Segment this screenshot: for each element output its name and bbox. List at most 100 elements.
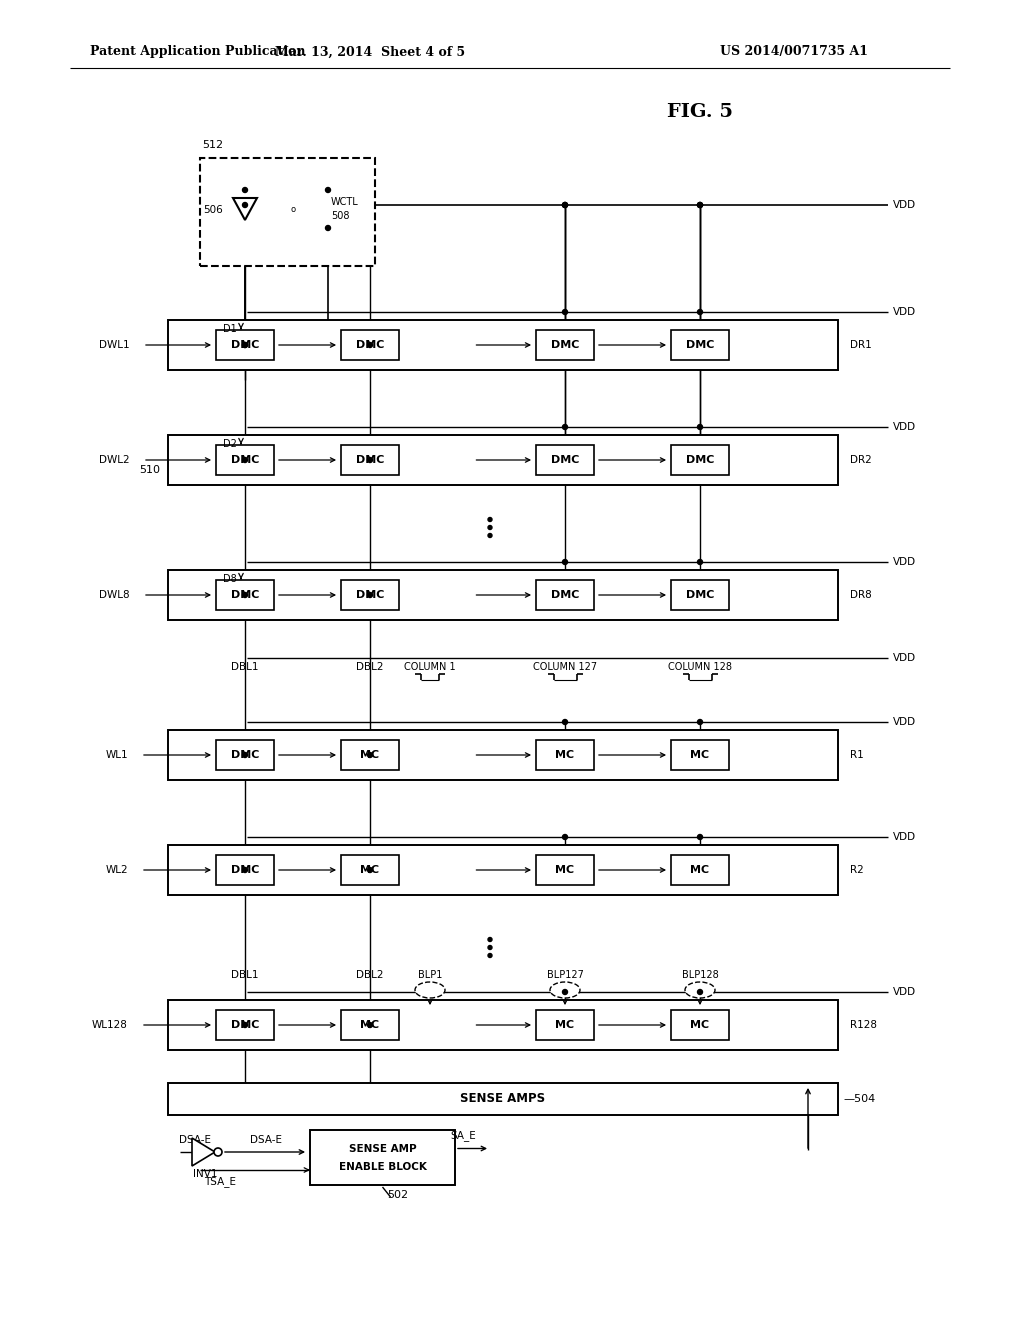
Text: DMC: DMC [686,455,714,465]
Text: DMC: DMC [551,455,580,465]
Text: MC: MC [360,1020,380,1030]
Circle shape [368,752,373,758]
Text: D2: D2 [223,440,237,449]
Bar [341,741,399,770]
Text: BLP1: BLP1 [418,970,442,979]
Bar [216,1010,274,1040]
Bar [168,845,838,895]
Bar [671,1010,729,1040]
Circle shape [243,342,248,347]
Text: MC: MC [555,865,574,875]
Bar [168,319,838,370]
Circle shape [368,1023,373,1027]
Text: SA_E: SA_E [451,1130,476,1140]
Text: DMC: DMC [230,1020,259,1030]
Circle shape [243,593,248,598]
Circle shape [562,990,567,994]
Bar [671,741,729,770]
Circle shape [697,990,702,994]
Ellipse shape [550,982,580,998]
Bar [671,330,729,360]
Bar [216,855,274,884]
Text: COLUMN 1: COLUMN 1 [404,663,456,672]
Text: COLUMN 127: COLUMN 127 [532,663,597,672]
Circle shape [368,593,373,598]
Circle shape [488,937,492,941]
Text: US 2014/0071735 A1: US 2014/0071735 A1 [720,45,868,58]
Text: R1: R1 [850,750,864,760]
Bar [536,1010,594,1040]
Bar [341,579,399,610]
Ellipse shape [685,982,715,998]
Text: DBL1: DBL1 [231,663,259,672]
Circle shape [697,425,702,429]
Circle shape [562,834,567,840]
Text: WL2: WL2 [105,865,128,875]
Text: DR2: DR2 [850,455,871,465]
Text: SENSE AMPS: SENSE AMPS [461,1093,546,1106]
Text: 508: 508 [331,211,349,220]
Circle shape [243,1023,248,1027]
Text: 510: 510 [139,465,161,475]
Text: Mar. 13, 2014  Sheet 4 of 5: Mar. 13, 2014 Sheet 4 of 5 [274,45,465,58]
Text: DMC: DMC [686,341,714,350]
Circle shape [326,187,331,193]
Text: DMC: DMC [355,341,384,350]
Bar [536,445,594,475]
Bar [671,579,729,610]
Polygon shape [193,1138,215,1166]
Text: R128: R128 [850,1020,877,1030]
Bar [671,445,729,475]
Bar [536,330,594,360]
Bar [168,1001,838,1049]
Circle shape [368,342,373,347]
Text: o: o [291,206,296,214]
Circle shape [368,458,373,462]
Bar [216,445,274,475]
Circle shape [243,202,248,207]
Circle shape [243,458,248,462]
Text: BLP128: BLP128 [682,970,719,979]
Text: R2: R2 [850,865,864,875]
Bar [536,741,594,770]
Bar [216,579,274,610]
Circle shape [243,187,248,193]
Circle shape [562,202,567,207]
Text: VDD: VDD [893,717,916,727]
Circle shape [562,309,567,314]
Bar [310,1130,455,1185]
Text: DBL1: DBL1 [231,970,259,979]
Text: D8: D8 [223,574,237,583]
Text: DMC: DMC [551,341,580,350]
Circle shape [214,1148,222,1156]
Text: MC: MC [690,750,710,760]
Text: 502: 502 [387,1191,409,1200]
Circle shape [697,202,702,207]
Text: DBL2: DBL2 [356,663,384,672]
Circle shape [488,945,492,949]
Ellipse shape [415,982,445,998]
Text: DMC: DMC [230,590,259,601]
Text: MC: MC [555,750,574,760]
Circle shape [562,202,567,207]
Text: MC: MC [360,750,380,760]
Bar [341,855,399,884]
Circle shape [326,226,331,231]
Text: 512: 512 [202,140,223,150]
Text: VDD: VDD [893,987,916,997]
Bar [168,436,838,484]
Text: DR1: DR1 [850,341,871,350]
Text: DMC: DMC [230,341,259,350]
Text: VDD: VDD [893,557,916,568]
Circle shape [562,202,567,207]
Text: WL128: WL128 [92,1020,128,1030]
Text: MC: MC [690,865,710,875]
Bar [168,1082,838,1115]
Circle shape [368,867,373,873]
Circle shape [562,560,567,565]
Text: DMC: DMC [686,590,714,601]
Text: VDD: VDD [893,422,916,432]
Circle shape [243,752,248,758]
Text: INV1: INV1 [193,1170,217,1179]
Text: VDD: VDD [893,832,916,842]
